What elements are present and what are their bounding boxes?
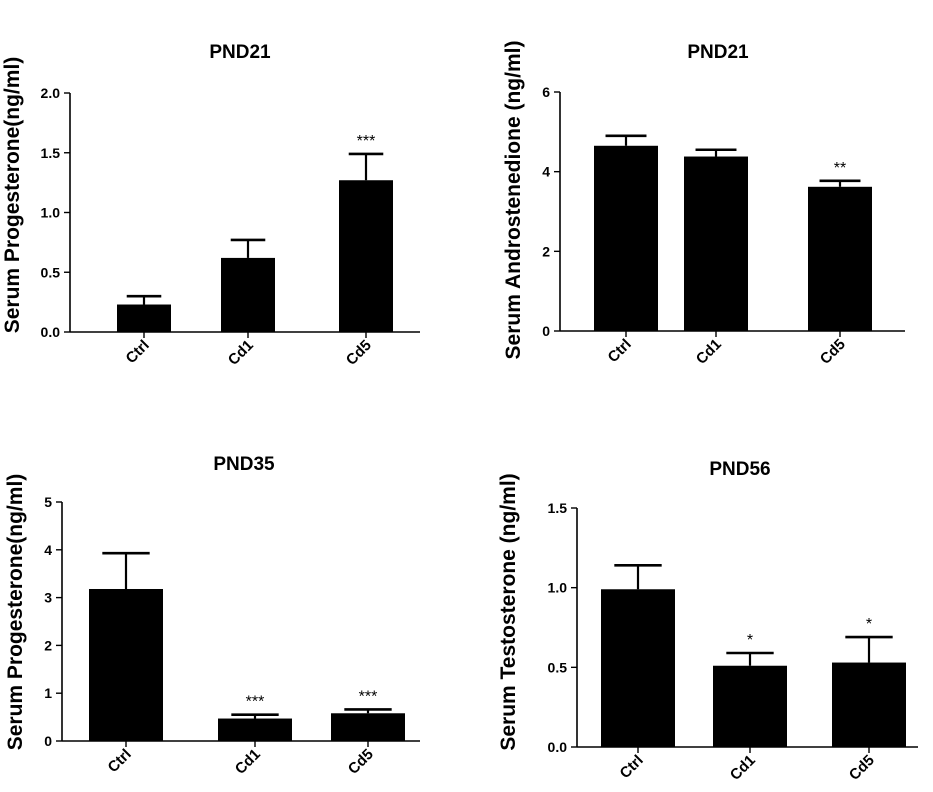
chart-pnd35-progesterone: PND35 Serum Progesterone(ng/ml) 0 1 2 3 4 5 Ct… [4, 454, 420, 778]
significance-marker: ** [834, 160, 846, 177]
y-tick-label: 0.5 [548, 659, 568, 675]
chart-pnd21-progesterone: PND21 Serum Progesterone(ng/ml) 0.0 0.5 1.… [1, 42, 420, 369]
x-tick-label-ctrl: Ctrl [605, 336, 635, 366]
bar-ctrl [117, 304, 171, 332]
y-tick-label: 4 [542, 164, 550, 180]
y-tick-label: 2.0 [41, 85, 61, 101]
bar-cd5 [808, 186, 872, 331]
bar-ctrl [594, 145, 658, 331]
x-tick-label-cd1: Cd1 [693, 336, 725, 368]
y-tick-label: 6 [542, 84, 550, 100]
x-tick-label-cd5: Cd5 [345, 746, 377, 778]
y-tick-label: 0 [44, 733, 52, 749]
y-tick-label: 2 [44, 637, 52, 653]
x-tick-label-ctrl: Ctrl [123, 337, 153, 367]
bar-cd1 [684, 156, 748, 331]
y-tick-label: 1.5 [41, 145, 61, 161]
y-tick-label: 5 [44, 494, 52, 510]
chart-title: PND56 [709, 459, 770, 480]
y-tick-label: 1.0 [548, 580, 568, 596]
bar-cd1 [218, 718, 292, 741]
significance-marker: *** [246, 694, 265, 711]
bar-cd5 [339, 180, 393, 332]
chart-pnd56-testosterone: PND56 Serum Testosterone (ng/ml) 0.0 0.5 1… [497, 459, 918, 784]
chart-title: PND21 [209, 42, 271, 63]
significance-marker: *** [357, 133, 376, 150]
significance-marker: * [866, 616, 872, 633]
y-tick-label: 1 [44, 685, 52, 701]
x-tick-label-cd5: Cd5 [343, 337, 375, 369]
bar-cd5 [832, 662, 906, 747]
bar-ctrl [601, 589, 675, 747]
x-tick-label-cd1: Cd1 [727, 752, 759, 784]
bar-cd1 [221, 257, 275, 332]
y-axis-label: Serum Progesterone(ng/ml) [1, 57, 24, 334]
y-tick-label: 0.0 [41, 324, 61, 340]
y-tick-label: 4 [44, 542, 52, 558]
y-axis-label: Serum Androstenedione (ng/ml) [502, 41, 525, 360]
x-tick-label-cd1: Cd1 [232, 746, 264, 778]
y-tick-label: 3 [44, 590, 52, 606]
bar-ctrl [89, 588, 163, 741]
x-tick-label-ctrl: Ctrl [105, 746, 135, 776]
y-tick-label: 1.0 [41, 205, 61, 221]
y-tick-label: 1.5 [548, 500, 568, 516]
x-tick-label-cd5: Cd5 [846, 752, 878, 784]
significance-marker: * [747, 632, 753, 649]
chart-title: PND21 [687, 42, 749, 63]
y-tick-label: 0.5 [41, 264, 61, 280]
y-axis-label: Serum Progesterone(ng/ml) [4, 474, 27, 751]
chart-pnd21-androstenedione: PND21 Serum Androstenedione (ng/ml) 0 2 4 6… [502, 41, 905, 368]
y-tick-label: 0 [542, 323, 550, 339]
chart-title: PND35 [213, 454, 275, 475]
bar-cd1 [713, 665, 787, 747]
y-tick-label: 0.0 [548, 739, 568, 755]
y-tick-label: 2 [542, 243, 550, 259]
bar-cd5 [331, 713, 405, 741]
x-tick-label-ctrl: Ctrl [617, 752, 647, 782]
significance-marker: *** [359, 688, 378, 705]
x-tick-label-cd5: Cd5 [817, 336, 849, 368]
x-tick-label-cd1: Cd1 [225, 337, 257, 369]
y-axis-label: Serum Testosterone (ng/ml) [497, 473, 520, 750]
